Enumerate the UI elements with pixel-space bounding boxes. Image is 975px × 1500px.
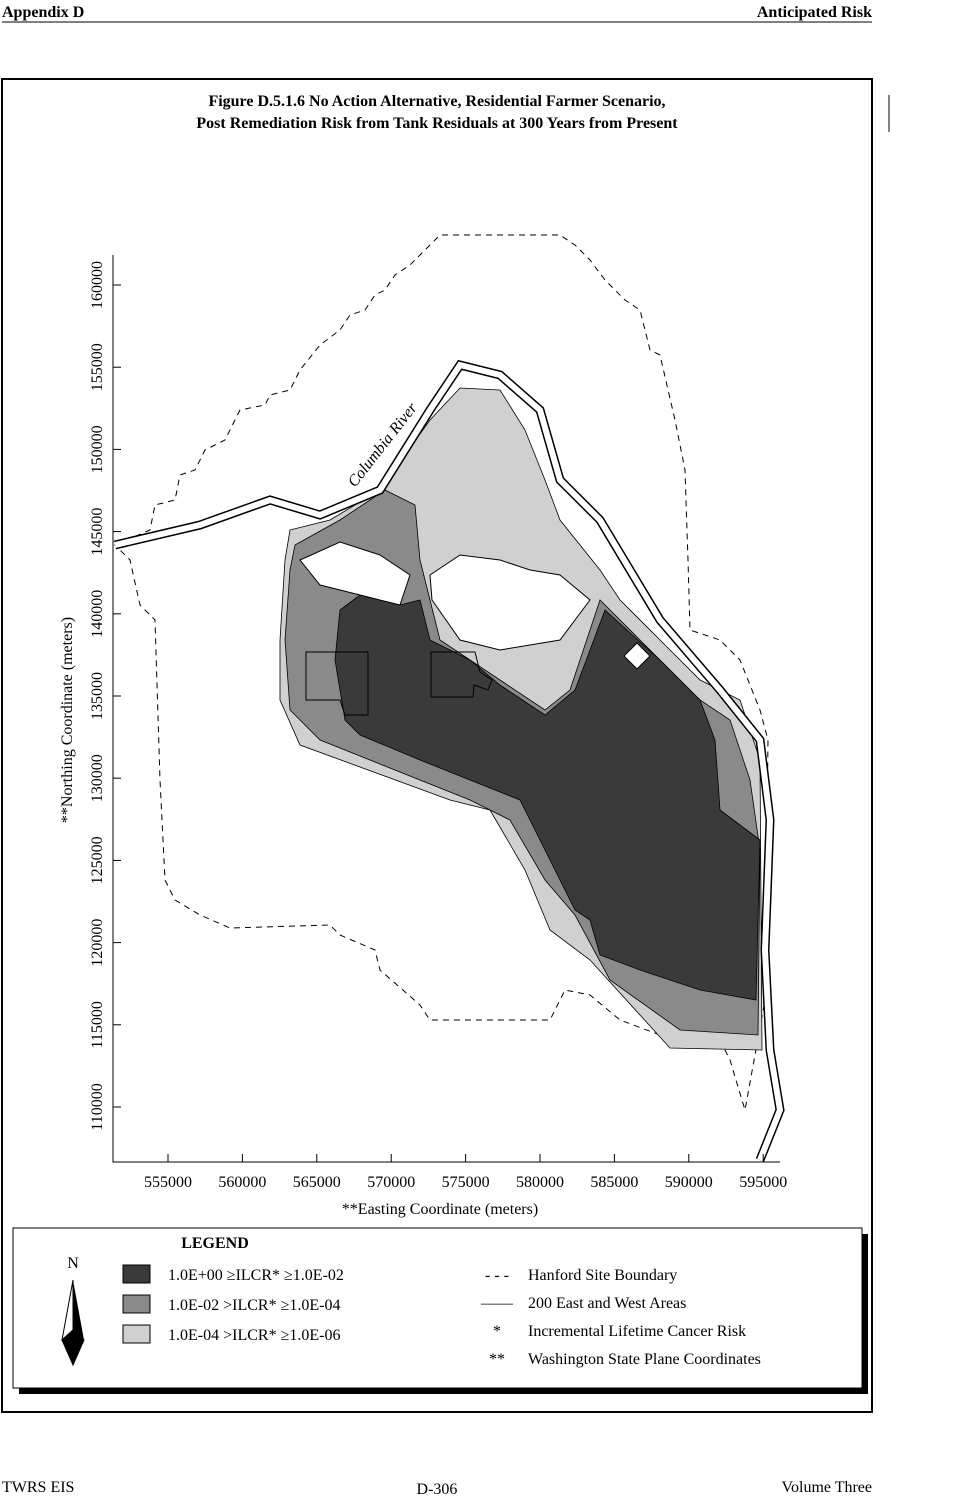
legend-swatch [122,1264,151,1284]
y-tick-label: 140000 [89,590,106,638]
x-tick-label: 565000 [293,1174,341,1191]
header-right: Anticipated Risk [757,4,872,21]
legend-label: 1.0E+00 ≥ILCR* ≥1.0E-02 [168,1267,344,1284]
x-axis-label: **Easting Coordinate (meters) [342,1201,538,1218]
legend-symbol: - - - [485,1267,509,1284]
north-label: N [67,1255,79,1272]
x-tick-label: 595000 [739,1174,787,1191]
y-tick-label: 135000 [89,672,106,720]
legend-label: 200 East and West Areas [528,1295,686,1312]
y-tick-label: 145000 [89,508,106,556]
legend-symbol: ** [489,1351,505,1368]
north-arrow [61,1329,85,1367]
y-tick-label: 110000 [89,1083,106,1130]
y-tick-label: 155000 [89,343,106,391]
legend-title: LEGEND [181,1235,249,1252]
legend-label: 1.0E-02 >ILCR* ≥1.0E-04 [168,1297,340,1314]
y-tick-label: 120000 [89,919,106,967]
legend-symbol: —— [480,1295,514,1312]
y-tick-label: 160000 [89,261,106,309]
axes [112,255,780,1163]
footer-right: Volume Three [782,1479,873,1496]
x-tick-label: 580000 [516,1174,564,1191]
header-left: Appendix D [2,4,84,21]
site-boundary [114,234,769,1111]
y-tick-label: 130000 [89,754,106,802]
north-arrow [73,1280,84,1340]
columbia-river [114,361,784,1162]
figure-title: Figure D.5.1.6 No Action Alternative, Re… [208,93,665,110]
ticks: 110000 115000 120000 125000 130000 135000 1400… [89,261,787,1191]
exclusion-area [429,554,591,651]
legend-label: Hanford Site Boundary [528,1267,677,1284]
map: Columbia River [113,234,785,1162]
risk-zone-high [334,594,761,1001]
y-axis-label: **Northing Coordinate (meters) [59,617,76,823]
figure-frame [1,78,873,1413]
legend-items: 1.0E+00 ≥ILCR* ≥1.0E-02 1.0E-02 >ILCR* ≥1… [122,1264,761,1368]
x-tick-label: 560000 [218,1174,266,1191]
y-tick-label: 150000 [89,425,106,473]
legend-label: 1.0E-04 >ILCR* ≥1.0E-06 [168,1327,340,1344]
footer-center: D-306 [417,1481,458,1498]
x-tick-label: 570000 [367,1174,415,1191]
legend-label: Incremental Lifetime Cancer Risk [528,1323,746,1340]
legend-label: Washington State Plane Coordinates [528,1351,761,1368]
y-tick-label: 125000 [89,836,106,884]
y-tick-label: 115000 [89,1001,106,1048]
figure-title: Post Remediation Risk from Tank Residual… [196,115,678,132]
legend-swatch [122,1324,151,1344]
exclusion-area [299,541,411,606]
x-tick-label: 585000 [590,1174,638,1191]
exclusion-area [623,642,651,670]
x-tick-label: 575000 [442,1174,490,1191]
legend-swatch [122,1294,151,1314]
200-west-area [305,651,369,716]
footer-left: TWRS EIS [2,1479,74,1496]
legend-symbol: * [493,1323,501,1340]
legend-box [12,1227,863,1389]
200-east-area [430,651,493,698]
x-tick-label: 555000 [144,1174,192,1191]
x-tick-label: 590000 [665,1174,713,1191]
